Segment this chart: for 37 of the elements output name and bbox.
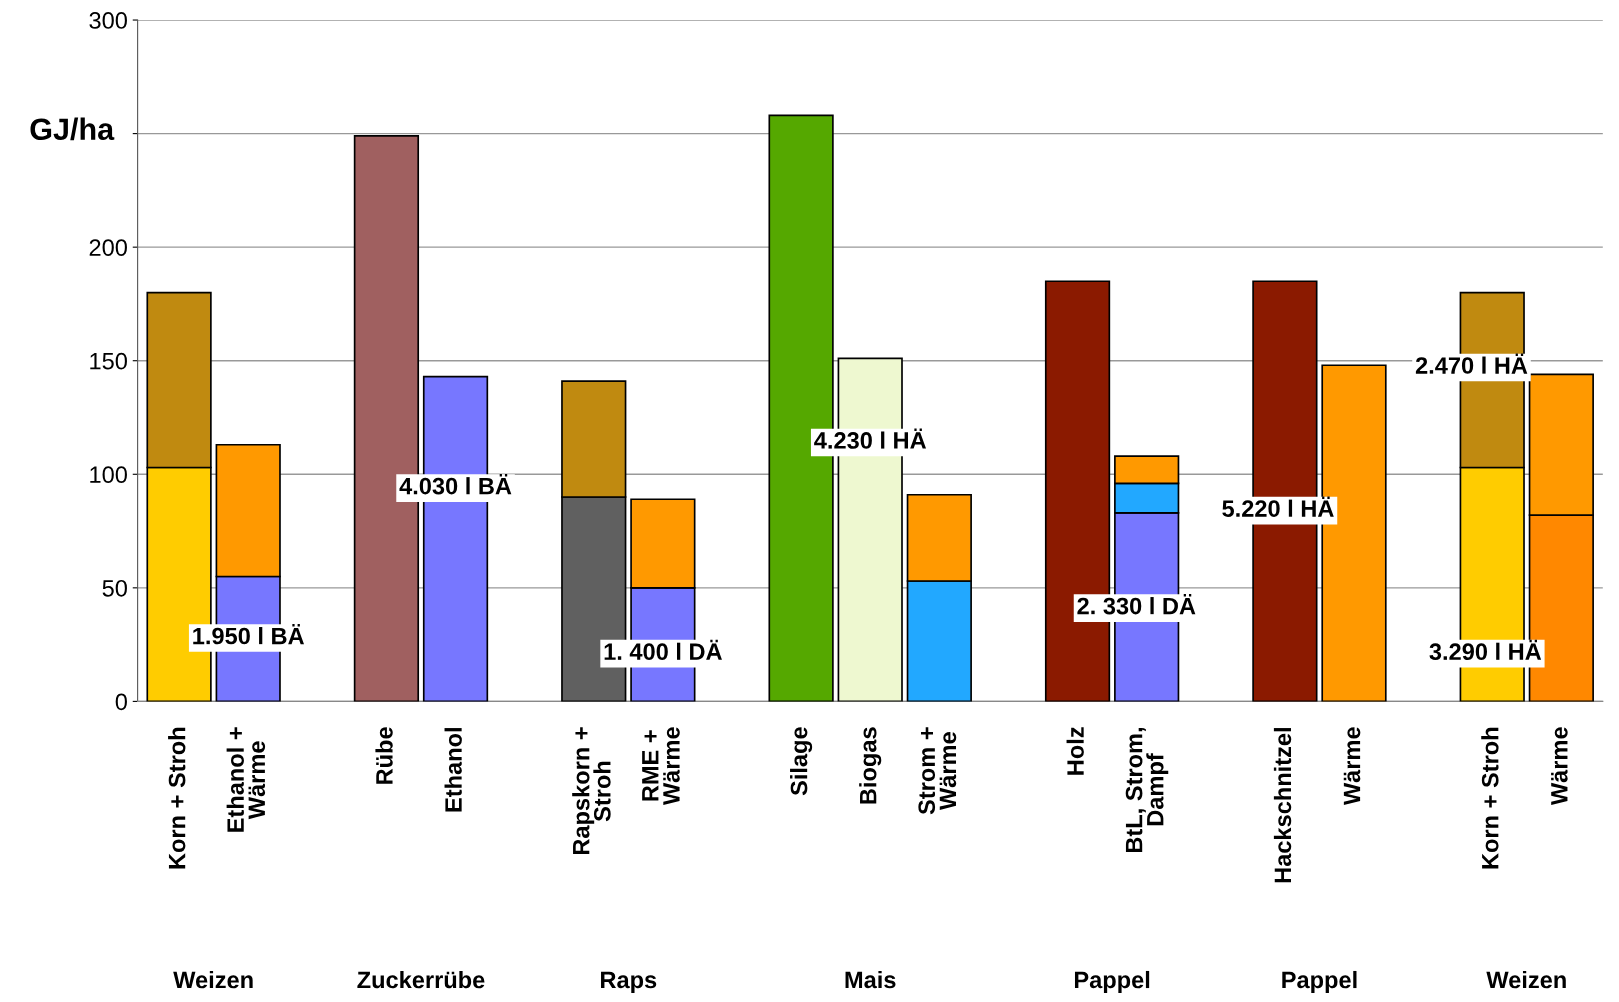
- x-tick-label: Strom + Wärme: [918, 727, 957, 815]
- text: Pappel: [1074, 970, 1150, 993]
- y-tick-label: 150: [90, 352, 127, 370]
- text: Raps: [601, 971, 657, 993]
- y-tick-label: 100: [90, 466, 127, 484]
- annotation: 1. 400 l DÄ: [604, 639, 722, 661]
- x-tick-label: Biogas: [859, 727, 882, 804]
- text: Mais: [845, 970, 896, 989]
- y-tick-label: 200: [89, 239, 127, 256]
- text: Weizen: [1486, 970, 1566, 989]
- annotation: 2.470 l HÄ: [1415, 353, 1528, 374]
- annotation: 4.030 l BÄ: [399, 474, 512, 495]
- x-tick-label: Hackschnitzel: [1273, 728, 1292, 883]
- x-tick-label: Holz: [1066, 727, 1084, 775]
- x-tick-label: Korn + Stroh: [1481, 727, 1499, 869]
- x-tick-label: Ethanol + Wärme: [226, 727, 266, 832]
- annotation: 5.220 l HÄ: [1222, 496, 1334, 517]
- x-tick-label: Ethanol: [444, 728, 462, 812]
- annotation: 1.950 l BÄ: [193, 623, 305, 645]
- x-tick-label: Rübe: [375, 727, 393, 784]
- x-tick-label: BtL, Strom, Dampf: [1125, 727, 1169, 853]
- annotation: 2. 330 l DÄ: [1077, 593, 1196, 615]
- x-tick-label: Rapskorn + Stroh: [572, 727, 611, 855]
- text: Pappel: [1282, 970, 1357, 993]
- x-tick-label: Wärme: [1343, 727, 1361, 806]
- y-tick-label: 50: [102, 579, 127, 597]
- x-tick-label: Korn + Stroh: [168, 727, 186, 869]
- y-tick-label: 300: [89, 12, 127, 29]
- y-tick-label: 0: [115, 693, 127, 711]
- annotation: 4.230 l HÄ: [814, 428, 927, 449]
- x-tick-label: RME + Wärme: [642, 727, 680, 806]
- x-tick-label: Wärme: [1551, 727, 1568, 806]
- text: Weizen: [173, 970, 253, 989]
- text: Zuckerrübe: [357, 970, 485, 989]
- annotation: 3.290 l HÄ: [1429, 639, 1542, 661]
- y-axis-title: GJ/ha: [30, 117, 115, 141]
- x-tick-label: Silage: [790, 727, 813, 796]
